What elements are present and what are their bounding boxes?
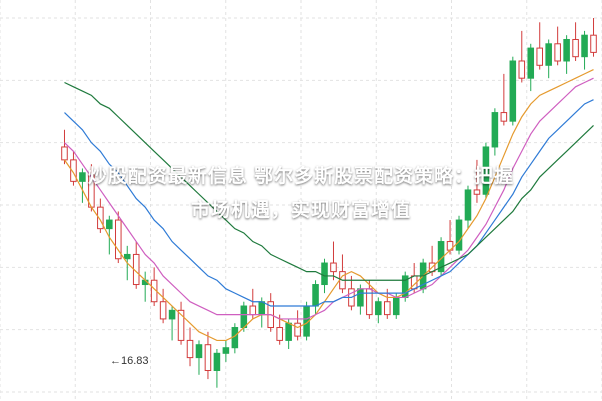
ma-line-ma60 <box>64 81 594 281</box>
ma-line-ma5 <box>63 69 594 342</box>
overlay-headline-line2: 市场机遇，实现财富增值 <box>190 200 411 221</box>
price-annotation-16-83: ←16.83 <box>110 355 149 367</box>
ma-line-ma10 <box>64 77 594 320</box>
ma-line-ma20 <box>64 99 594 307</box>
candle-series <box>61 18 597 388</box>
overlay-headline-line1: 炒股配资最新信息 鄂尔多斯股票配资策略：把握 <box>87 166 515 187</box>
overlay-headline: 炒股配资最新信息 鄂尔多斯股票配资策略：把握 市场机遇，实现财富增值 <box>0 160 602 228</box>
